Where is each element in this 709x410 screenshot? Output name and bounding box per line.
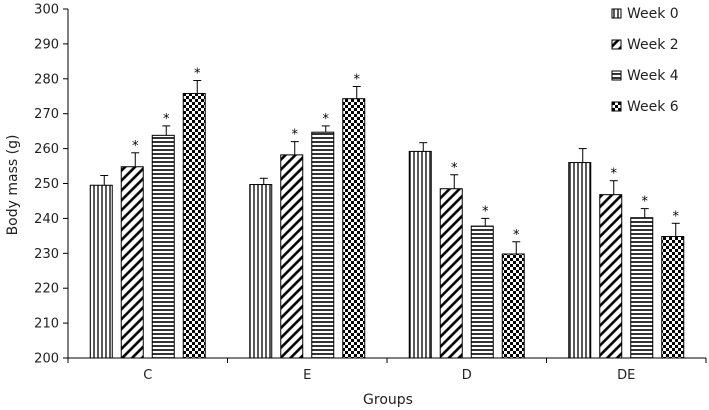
bar-de-series-2 — [599, 194, 623, 359]
y-tick-label: 250 — [34, 177, 59, 192]
bar-c-series-2 — [120, 166, 144, 359]
legend-swatch-series-3 — [611, 70, 622, 81]
y-tick-label: 290 — [34, 37, 59, 52]
y-tick-label: 240 — [34, 212, 59, 227]
bar-de-series-3 — [630, 217, 654, 359]
bars-group: * * * * * * * * * * * * — [89, 67, 685, 359]
significance-marker: * — [354, 72, 361, 87]
significance-marker: * — [482, 204, 489, 219]
significance-marker: * — [673, 209, 680, 224]
x-tick-label-d: D — [462, 368, 472, 383]
y-tick-label: 280 — [34, 72, 59, 87]
y-tick-label: 200 — [34, 352, 59, 367]
significance-marker: * — [323, 112, 330, 127]
y-tick-label: 220 — [34, 282, 59, 297]
bar-d-series-3 — [470, 225, 494, 359]
bar-e-series-4 — [342, 98, 366, 359]
legend-label-series-1: Week 0 — [627, 6, 679, 22]
legend-swatch-series-2 — [611, 39, 622, 50]
legend-label-series-4: Week 6 — [627, 99, 679, 115]
significance-marker: * — [194, 67, 201, 82]
legend-label-series-2: Week 2 — [627, 37, 679, 53]
legend-label-series-3: Week 4 — [627, 68, 679, 84]
significance-marker: * — [513, 228, 520, 243]
y-tick-label: 300 — [34, 3, 59, 18]
bar-c-series-3 — [151, 134, 175, 359]
y-tick-label: 230 — [34, 247, 59, 262]
significance-marker: * — [611, 167, 618, 182]
y-axis-label: Body mass (g) — [5, 135, 21, 236]
bar-d-series-4 — [501, 253, 525, 359]
significance-marker: * — [292, 128, 299, 143]
legend-swatch-series-4 — [611, 101, 622, 112]
bar-d-series-1 — [408, 150, 432, 359]
bar-c-series-4 — [182, 92, 206, 359]
significance-marker: * — [642, 195, 649, 210]
x-tick-label-c: C — [143, 368, 152, 383]
bar-d-series-2 — [439, 188, 463, 359]
bar-de-series-4 — [661, 236, 685, 359]
bar-de-series-1 — [568, 162, 592, 359]
significance-marker: * — [132, 139, 139, 154]
y-tick-label: 210 — [34, 317, 59, 332]
x-tick-label-de: DE — [617, 368, 635, 383]
significance-marker: * — [163, 112, 170, 127]
legend: Week 0 Week 2 Week 4 Week 6 — [611, 6, 679, 115]
y-tick-label: 260 — [34, 142, 59, 157]
bar-e-series-2 — [280, 154, 304, 359]
bar-e-series-3 — [311, 131, 335, 359]
bar-e-series-1 — [249, 184, 273, 359]
bar-c-series-1 — [89, 184, 113, 359]
x-axis-label: Groups — [363, 392, 413, 408]
y-tick-label: 270 — [34, 107, 59, 122]
legend-swatch-series-1 — [611, 8, 622, 19]
x-tick-label-e: E — [303, 368, 311, 383]
axes-group: 200 210 220 230 240 250 260 270 280 290 300 C E D DE — [34, 3, 707, 383]
significance-marker: * — [451, 161, 458, 176]
